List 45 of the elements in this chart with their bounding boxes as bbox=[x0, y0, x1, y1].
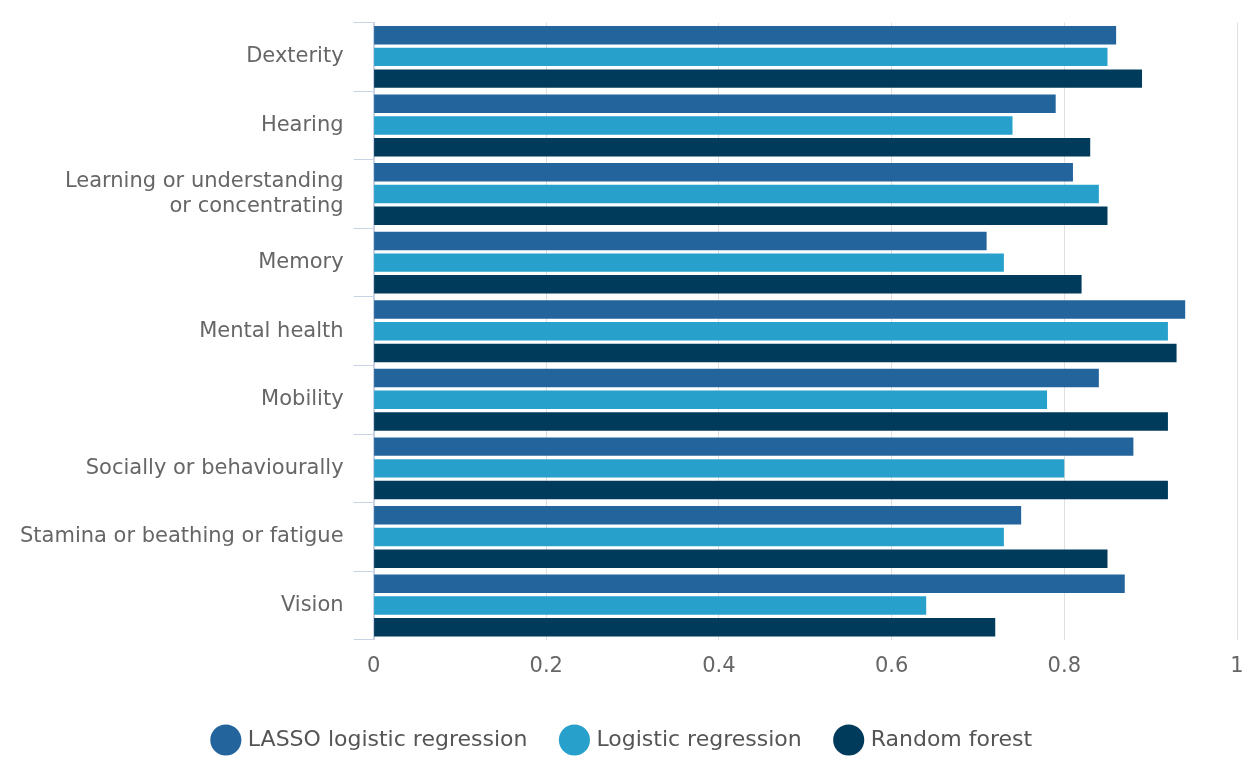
x-tick-label: 1 bbox=[1230, 652, 1244, 677]
bar bbox=[374, 184, 1099, 204]
bar bbox=[374, 275, 1082, 294]
bar bbox=[374, 231, 987, 251]
legend-label: Logistic regression bbox=[596, 725, 802, 751]
bar bbox=[374, 527, 1004, 547]
bar bbox=[374, 480, 1168, 500]
y-tick-label: Learning or understanding or concentrating bbox=[64, 167, 344, 218]
bar bbox=[374, 25, 1117, 45]
bar bbox=[374, 574, 1125, 594]
bar bbox=[374, 437, 1134, 456]
y-tick-label: Dexterity bbox=[246, 43, 344, 68]
y-tick-label: Hearing bbox=[260, 111, 344, 136]
x-tick-label: 0.4 bbox=[702, 652, 736, 677]
y-tick-label: Vision bbox=[280, 591, 344, 616]
bar bbox=[374, 321, 1168, 341]
bar bbox=[374, 94, 1056, 113]
legend-label: Random forest bbox=[870, 725, 1033, 751]
bar bbox=[374, 505, 1022, 525]
bar bbox=[374, 163, 1073, 182]
bar bbox=[374, 69, 1143, 88]
x-tick-label: 0.8 bbox=[1047, 652, 1082, 677]
bar bbox=[374, 596, 927, 615]
bar bbox=[374, 618, 996, 637]
bar bbox=[374, 116, 1013, 135]
y-tick-label: Memory bbox=[258, 249, 344, 274]
legend-label: LASSO logistic regression bbox=[247, 725, 528, 751]
y-tick-label: Mental health bbox=[199, 317, 344, 342]
bar bbox=[374, 253, 1004, 272]
bar bbox=[374, 206, 1108, 225]
y-tick-label: Socially or behaviourally bbox=[85, 454, 344, 479]
bar bbox=[374, 459, 1065, 478]
bar bbox=[374, 390, 1048, 410]
x-tick-label: 0.2 bbox=[529, 652, 563, 677]
bar bbox=[374, 47, 1108, 67]
x-tick-label: 0.6 bbox=[874, 652, 909, 677]
y-tick-label: Mobility bbox=[261, 386, 344, 411]
x-tick-label: 0 bbox=[366, 652, 381, 677]
bar bbox=[374, 412, 1168, 431]
bar bbox=[374, 137, 1091, 157]
bar bbox=[374, 343, 1177, 363]
bar bbox=[374, 300, 1186, 319]
bar bbox=[374, 368, 1099, 388]
y-tick-label: Stamina or beathing or fatigue bbox=[20, 523, 344, 548]
bar bbox=[374, 549, 1108, 568]
